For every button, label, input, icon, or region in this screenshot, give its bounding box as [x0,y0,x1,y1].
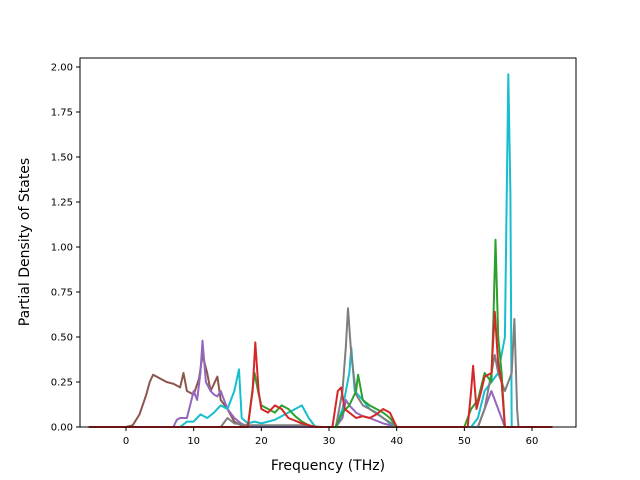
y-tick-label: 1.25 [51,198,73,209]
y-tick-label: 0.75 [51,288,73,299]
y-tick-label: 2.00 [51,63,73,74]
y-axis-label: Partial Density of States [17,158,33,326]
plot-frame [79,57,577,428]
x-tick-label: 20 [255,436,268,447]
x-tick-label: 60 [526,436,539,447]
x-axis-label: Frequency (THz) [271,458,385,474]
pdos-series-line-4 [88,307,553,428]
y-tick-label: 1.75 [51,108,73,119]
y-tick-label: 1.50 [51,153,73,164]
x-tick-label: 30 [323,436,336,447]
x-tick-label: 10 [187,436,200,447]
x-tick-label: 0 [123,436,129,447]
x-tick-label: 50 [458,436,471,447]
y-tick-label: 1.00 [51,243,73,254]
pdos-series-line-6 [88,310,553,428]
y-tick-label: 0.50 [51,333,73,344]
y-tick-label: 0.00 [51,423,73,434]
y-axis-ticks: 0.00 0.25 0.50 0.75 1.00 1.25 1.50 1.75 2.00 [51,63,80,434]
x-axis-ticks: 0 10 20 30 40 50 60 [123,427,539,447]
x-tick-label: 40 [390,436,403,447]
y-tick-label: 0.25 [51,378,73,389]
